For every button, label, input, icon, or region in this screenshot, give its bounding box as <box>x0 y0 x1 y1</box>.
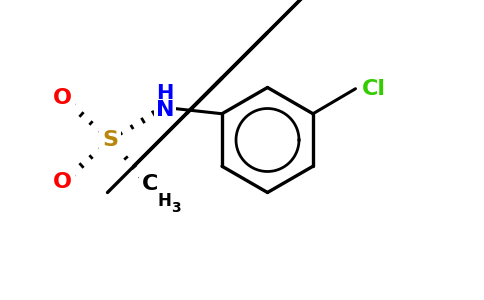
Text: H: H <box>156 84 174 104</box>
Text: Cl: Cl <box>362 79 385 99</box>
Text: C: C <box>142 173 158 194</box>
Text: N: N <box>156 100 174 120</box>
Text: S: S <box>102 130 118 150</box>
Text: H: H <box>157 192 171 210</box>
Text: O: O <box>53 172 72 193</box>
Text: 3: 3 <box>171 200 181 214</box>
Text: O: O <box>53 88 72 107</box>
